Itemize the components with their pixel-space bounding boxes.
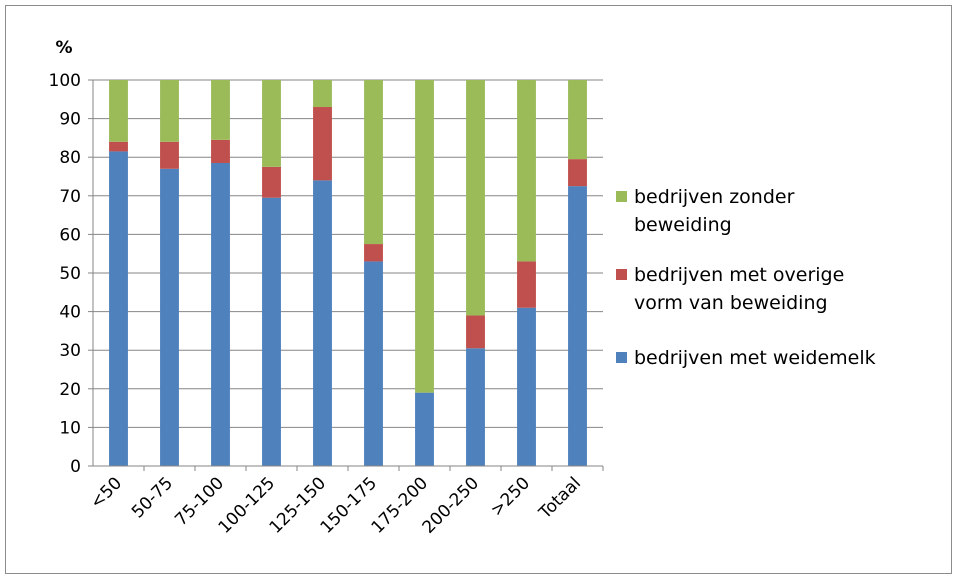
bar-segment bbox=[568, 186, 587, 466]
x-tick-label: 200-250 bbox=[419, 473, 483, 537]
axes bbox=[88, 79, 604, 471]
bar-segment bbox=[568, 80, 587, 160]
bar-segment bbox=[466, 348, 485, 466]
bar-segment bbox=[109, 141, 128, 152]
y-tick-label: 90 bbox=[59, 110, 81, 130]
bar-segment bbox=[568, 159, 587, 187]
y-tick-label: 70 bbox=[59, 187, 81, 207]
bar-segment bbox=[109, 80, 128, 142]
bar-segment bbox=[160, 80, 179, 142]
chart-frame: % 0 10 20 30 40 50 60 70 80 90 100 <50 50-75 75-100 1… bbox=[5, 5, 952, 574]
x-tick-label: <50 bbox=[87, 473, 127, 513]
y-tick-label: 80 bbox=[59, 148, 81, 168]
x-tick-labels: <50 50-7575-100100-125125-150150-175175-2… bbox=[87, 473, 586, 537]
bar-segment bbox=[211, 162, 230, 467]
bar-segment bbox=[313, 107, 332, 181]
y-tick-label: 50 bbox=[59, 264, 81, 284]
bar-segment bbox=[262, 166, 281, 198]
legend-swatch bbox=[616, 269, 627, 280]
bar-segment bbox=[466, 80, 485, 316]
y-tick-labels: 0 10 20 30 40 50 60 70 80 90 100 bbox=[49, 71, 81, 477]
legend-label: vorm van beweiding bbox=[634, 292, 828, 314]
x-tick-label: 50-75 bbox=[128, 473, 177, 522]
bar-segment bbox=[262, 197, 281, 467]
bar-segment bbox=[211, 139, 230, 163]
legend-label: beweiding bbox=[634, 214, 732, 236]
bar-segment bbox=[466, 315, 485, 349]
y-tick-label: 40 bbox=[59, 303, 81, 323]
bar-segment bbox=[160, 141, 179, 169]
x-tick-label: >250 bbox=[487, 473, 534, 520]
legend-label: bedrijven zonder bbox=[634, 186, 795, 208]
bar-segment bbox=[415, 392, 434, 466]
bar-segment bbox=[211, 80, 230, 140]
bar-segment bbox=[415, 80, 434, 393]
y-tick-label: 20 bbox=[59, 380, 81, 400]
bar-segment bbox=[517, 261, 536, 308]
bar-segment bbox=[313, 80, 332, 108]
bar-segment bbox=[364, 244, 383, 262]
y-tick-label: 100 bbox=[49, 71, 81, 91]
bar-segment bbox=[160, 168, 179, 466]
bar-segment bbox=[109, 151, 128, 466]
bar-segment bbox=[364, 80, 383, 245]
legend-label: bedrijven met weidemelk bbox=[634, 347, 876, 369]
legend-swatch bbox=[616, 352, 627, 363]
stacked-bar-chart: % 0 10 20 30 40 50 60 70 80 90 100 <50 50-7575-1001… bbox=[49, 38, 876, 538]
bar-segment bbox=[517, 307, 536, 466]
x-tick-label: Totaal bbox=[535, 473, 585, 523]
y-axis-unit-label: % bbox=[55, 38, 72, 58]
bar-segment bbox=[313, 180, 332, 467]
y-tick-label: 10 bbox=[59, 418, 81, 438]
legend-swatch bbox=[616, 191, 627, 202]
bar-segment bbox=[517, 80, 536, 262]
bar-segment bbox=[262, 80, 281, 167]
bars bbox=[109, 80, 587, 467]
y-tick-label: 60 bbox=[59, 225, 81, 245]
bar-segment bbox=[364, 261, 383, 466]
legend-label: bedrijven met overige bbox=[634, 264, 844, 286]
legend: bedrijven zonder beweiding bedrijven met o… bbox=[616, 186, 876, 369]
y-tick-label: 0 bbox=[70, 457, 81, 477]
y-tick-label: 30 bbox=[59, 341, 81, 361]
